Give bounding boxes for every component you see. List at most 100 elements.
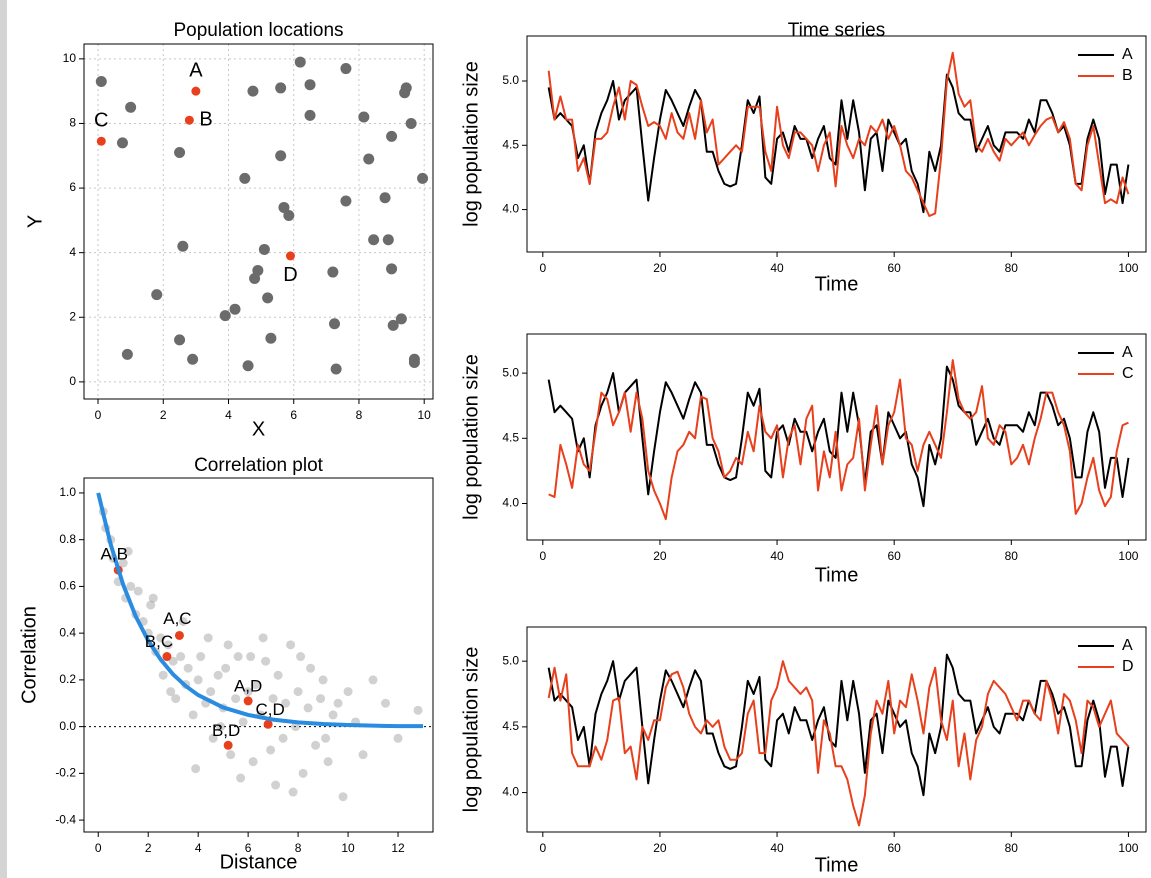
point [294,56,306,68]
point [413,705,423,715]
y-tick-label: 5.0 [502,73,519,87]
legend-label: A [1122,344,1133,361]
point [203,633,213,643]
point [273,670,283,680]
point [236,773,246,783]
point [286,640,296,650]
y-tick-label: 0.4 [59,625,76,639]
point [306,663,316,673]
y-axis-label: log population size [460,61,482,227]
point [316,694,326,704]
x-tick-label: 100 [1118,549,1138,563]
x-tick-label: 0 [95,841,102,855]
x-tick-label: 10 [418,408,432,422]
y-tick-label: -0.2 [55,766,76,780]
point [328,710,338,720]
point [174,147,186,159]
highlight-point [243,696,253,706]
point [283,210,295,222]
point-label: A [189,59,203,81]
x-tick-label: 40 [770,261,784,275]
x-axis-label: Time [815,273,859,295]
point [265,332,277,344]
y-tick-label: 1.0 [59,485,76,499]
y-tick-label: 4.0 [502,785,519,799]
x-tick-label: 20 [653,841,667,855]
x-tick-label: 2 [145,841,152,855]
point [226,750,236,760]
point [163,640,173,650]
y-tick-label: 0 [69,374,76,388]
x-tick-label: 80 [1005,841,1019,855]
point [340,195,352,207]
legend-label: C [1122,365,1134,382]
point [174,334,186,346]
x-axis-label: X [252,418,265,440]
point [323,757,333,767]
point [288,787,298,797]
y-tick-label: -0.4 [55,812,76,826]
point [252,264,264,276]
point [358,750,368,760]
x-tick-label: 0 [95,408,102,422]
point [177,240,189,252]
point [166,687,176,697]
point [266,745,276,755]
x-tick-label: 0 [539,261,546,275]
point [118,558,128,568]
series-line [548,359,1129,521]
highlight-point [285,251,295,261]
point [328,318,340,330]
x-tick-label: 8 [295,841,302,855]
point [229,303,241,315]
point [333,698,343,708]
point [258,633,268,643]
point [247,85,259,97]
x-tick-label: 40 [770,841,784,855]
point [327,266,339,278]
y-tick-label: 0.0 [59,719,76,733]
point [208,733,218,743]
x-tick-label: 100 [1118,841,1138,855]
highlight-point [263,719,273,729]
point [121,348,133,360]
point [381,698,391,708]
series-line [547,365,1130,508]
point-label: A,C [163,609,191,628]
plot-frame [83,43,434,400]
highlight-point [174,630,184,640]
y-axis-label: Y [24,215,46,228]
point [408,356,420,368]
point [146,600,156,610]
point [405,117,417,129]
point [321,733,331,743]
plot-frame [83,477,434,833]
point [393,733,403,743]
x-tick-label: 10 [341,841,355,855]
point [246,652,256,662]
highlight-point [223,740,233,750]
point [193,675,203,685]
point [183,663,193,673]
point [233,652,243,662]
point [368,234,380,246]
point [261,656,271,666]
x-axis-label: Time [815,564,859,586]
point [196,652,206,662]
point [133,586,143,596]
y-tick-label: 0.6 [59,579,76,593]
point [223,640,233,650]
point [275,150,287,162]
highlight-point [184,115,194,125]
point [171,694,181,704]
y-axis-label: log population size [460,354,482,520]
chart-title: Population locations [173,20,343,41]
point [126,581,136,591]
highlight-point [96,136,106,146]
chart-title: Time series [788,20,885,41]
point [219,310,231,322]
fit-curve [96,492,424,729]
point [400,82,412,94]
point [168,656,178,666]
